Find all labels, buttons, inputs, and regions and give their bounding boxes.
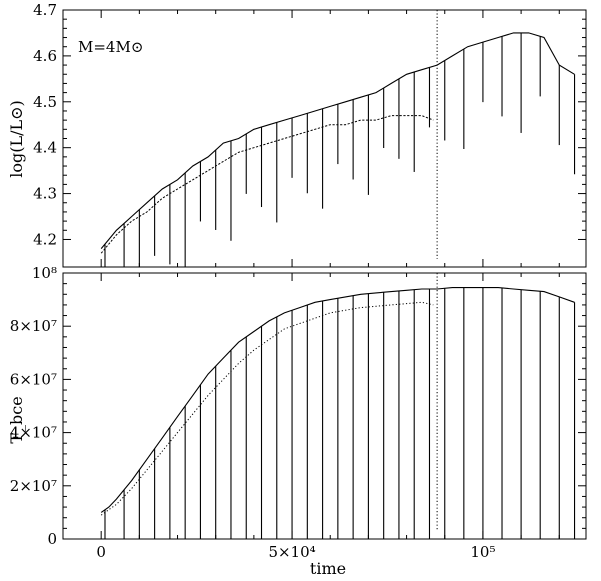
temperature-panel-frame [62,272,587,540]
y-tick-label-3: 6×10⁷ [10,370,57,388]
mass-annotation: M=4M⊙ [78,38,143,56]
series-solid-0 [100,32,575,249]
y-tick-label-2: 4×10⁷ [10,424,57,442]
y-tick-label-0: 0 [47,530,57,548]
x-tick-label-1: 5×10⁴ [268,543,315,561]
y-tick-label-3: 4.5 [33,93,57,111]
temperature-y-ticks: 0 2×10⁷ 4×10⁷ 6×10⁷ 8×10⁷ 10⁸ [10,264,586,548]
luminosity-y-ticks: 4.2 4.3 4.4 4.5 4.6 4.7 [33,1,586,248]
temperature-pulses [104,287,576,539]
y-tick-label-2: 4.4 [33,139,57,157]
series-solid-0 [100,287,575,513]
luminosity-y-axis-label: log(L/L⊙) [7,100,26,178]
y-tick-label-5: 10⁸ [32,264,57,282]
temperature-x-ticks: 0 5×10⁴ 10⁵ [96,273,560,561]
luminosity-panel: 4.2 4.3 4.4 4.5 4.6 4.7 M=4M⊙ log(L/L⊙) [7,1,587,268]
temperature-panel: 0 2×10⁷ 4×10⁷ 6×10⁷ 8×10⁷ 10⁸ 0 5×10⁴ 10⁵ T_bce… [7,264,587,578]
temperature-y-axis-label: T_bce [7,396,26,443]
luminosity-x-ticks [100,10,560,267]
y-tick-label-4: 8×10⁷ [10,317,57,335]
luminosity-pulses [104,32,576,267]
y-tick-label-1: 2×10⁷ [10,477,57,495]
y-tick-label-4: 4.6 [33,47,57,65]
y-tick-label-0: 4.2 [33,230,57,248]
x-tick-label-2: 10⁵ [470,543,495,561]
y-tick-label-5: 4.7 [33,1,57,19]
time-x-axis-label: time [310,559,346,578]
x-tick-label-0: 0 [96,543,106,561]
y-tick-label-1: 4.3 [33,185,57,203]
